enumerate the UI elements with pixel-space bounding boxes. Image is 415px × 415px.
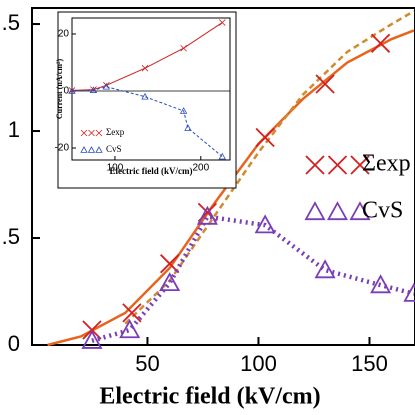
marker-triangle: [196, 205, 218, 225]
x-tick-label: 50: [135, 351, 159, 376]
marker-x: [255, 127, 275, 148]
marker-x: [88, 129, 95, 137]
marker-x: [327, 155, 348, 175]
plot-frame: [71, 17, 231, 161]
y-tick-label: .5: [2, 10, 20, 35]
marker-x: [315, 74, 335, 94]
marker-x: [90, 86, 97, 93]
main-plot: 50 100 150 0 .5 1 .5 Electric field (kV/cm) Σexp…: [2, 7, 415, 410]
inset: 100 200 -20 0 20 Electric field (kV/cm) Curren…: [55, 11, 237, 189]
plot-frame: [31, 7, 415, 346]
marker-x: [95, 129, 103, 137]
marker-triangle: [184, 124, 192, 131]
marker-x: [370, 33, 391, 53]
marker-triangle: [81, 329, 103, 349]
y-tick-label: -20: [55, 143, 70, 154]
x-axis-label: Electric field (kV/cm): [99, 384, 320, 410]
x-tick-label: 100: [240, 351, 277, 376]
marker-x: [141, 64, 149, 72]
series-line: [71, 86, 223, 157]
marker-triangle: [159, 272, 181, 292]
series-line: [71, 22, 223, 91]
legend-label: CvS: [106, 144, 122, 154]
x-tick-label: 200: [192, 163, 209, 174]
y-tick-label: .5: [2, 224, 20, 249]
marker-x: [180, 44, 187, 52]
series-line: [91, 214, 415, 343]
marker-triangle: [68, 87, 76, 94]
marker-triangle: [403, 282, 415, 302]
y-tick-label: 0: [8, 331, 20, 356]
marker-triangle: [102, 82, 111, 90]
marker-triangle: [141, 92, 149, 100]
y-tick-label: 0: [63, 86, 69, 97]
y-tick-label: 20: [58, 29, 70, 40]
marker-triangle: [95, 146, 103, 153]
marker-triangle: [370, 274, 392, 294]
legend-label: CvS: [362, 198, 403, 224]
legend-label: Σexp: [106, 127, 125, 137]
marker-triangle: [89, 86, 98, 93]
y-axis-label: Current (nA/cm²): [55, 59, 64, 120]
marker-triangle: [314, 259, 336, 279]
marker-triangle: [304, 201, 326, 221]
marker-triangle: [326, 201, 349, 221]
marker-triangle: [119, 319, 141, 339]
marker-triangle: [87, 146, 96, 153]
inset-frame: [57, 11, 237, 189]
y-tick-label: 1: [8, 117, 20, 142]
marker-x: [80, 129, 88, 137]
marker-x: [218, 19, 226, 26]
marker-x: [350, 155, 370, 175]
marker-x: [305, 155, 325, 175]
x-axis-label: Electric field (kV/cm): [110, 166, 193, 176]
marker-triangle: [254, 214, 276, 234]
marker-triangle: [179, 107, 188, 114]
x-tick-label: 100: [107, 163, 124, 174]
marker-triangle: [349, 201, 371, 221]
marker-x: [68, 87, 76, 94]
x-tick-label: 150: [351, 351, 388, 376]
marker-triangle: [218, 152, 226, 160]
marker-x: [122, 303, 142, 323]
legend-label: Σexp: [362, 151, 411, 177]
marker-triangle: [80, 146, 88, 153]
